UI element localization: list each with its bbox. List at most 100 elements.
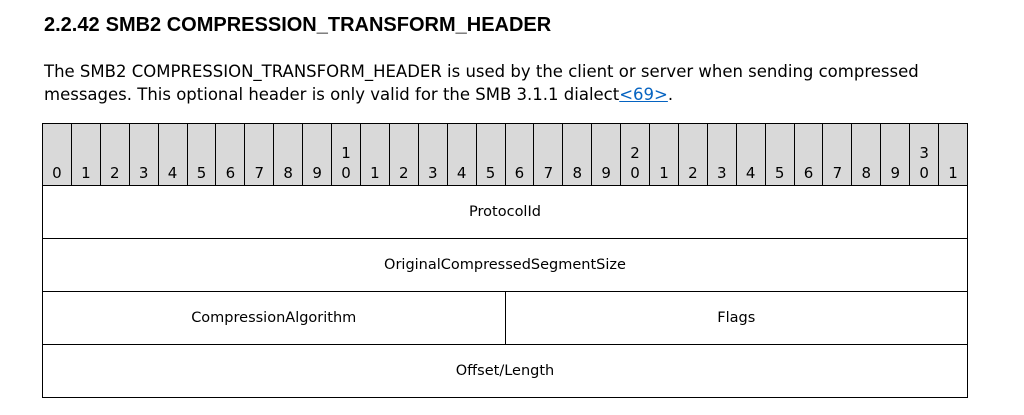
field-compression-algorithm: CompressionAlgorithm <box>42 291 506 345</box>
section-heading: 2.2.42 SMB2 COMPRESSION_TRANSFORM_HEADER <box>44 14 551 37</box>
bit-label: 1 <box>359 123 390 186</box>
bit-label: 1 <box>70 123 101 186</box>
bit-label-tens <box>823 143 851 163</box>
bit-label: 6 <box>793 123 824 186</box>
bit-label-tens <box>506 143 534 163</box>
bit-label-tens <box>881 143 909 163</box>
field-offset-length: Offset/Length <box>42 344 968 398</box>
bit-label-tens: 2 <box>630 144 640 162</box>
bit-label-tens <box>216 143 244 163</box>
bit-label-ones: 2 <box>109 164 120 182</box>
bit-label-tens <box>245 143 273 163</box>
bit-label-ones: 7 <box>832 164 843 182</box>
bit-label: 8 <box>562 123 593 186</box>
bit-label-ones: 1 <box>370 164 380 182</box>
footnote-link[interactable]: <69> <box>619 85 668 104</box>
intro-suffix: . <box>667 85 674 104</box>
bit-label-ones: 8 <box>572 164 583 182</box>
bit-label-ones: 2 <box>688 164 698 182</box>
section-number: 2.2.42 <box>44 14 100 36</box>
bit-label-ones: 2 <box>399 164 409 182</box>
bit-label-tens <box>101 143 129 163</box>
intro-text: The SMB2 COMPRESSION_TRANSFORM_HEADER is… <box>44 62 919 104</box>
bit-label-ones: 1 <box>81 164 91 182</box>
bit-label-tens: 1 <box>341 144 351 162</box>
bit-label-ones: 3 <box>427 164 438 182</box>
field-row: CompressionAlgorithm Flags <box>42 291 968 345</box>
bit-label-tens <box>419 143 447 163</box>
bit-label: 7 <box>822 123 853 186</box>
bit-label-tens <box>766 143 794 163</box>
bit-label-ones: 5 <box>485 164 496 182</box>
bit-label: 2 <box>99 123 130 186</box>
bit-label-tens <box>795 143 823 163</box>
bit-label-ones: 0 <box>630 164 640 182</box>
bit-label: 3 <box>706 123 737 186</box>
bit-label-tens <box>852 143 880 163</box>
bit-label-ones: 1 <box>659 164 669 182</box>
bit-label: 0 <box>42 123 72 186</box>
bit-label-ones: 8 <box>283 164 293 182</box>
bit-label-ones: 0 <box>919 164 929 182</box>
bit-label-ones: 5 <box>774 164 785 182</box>
bit-label-tens <box>737 143 765 163</box>
bit-label: 8 <box>851 123 882 186</box>
bit-label: 3 <box>417 123 448 186</box>
bit-label: 4 <box>157 123 188 186</box>
section-title: SMB2 COMPRESSION_TRANSFORM_HEADER <box>105 14 552 36</box>
bit-label-ones: 3 <box>138 164 149 182</box>
bit-label-ones: 9 <box>312 164 322 182</box>
bit-label: 5 <box>186 123 217 186</box>
field-protocol-id: ProtocolId <box>42 185 968 239</box>
bit-label-tens <box>650 143 678 163</box>
bit-label-tens <box>534 143 562 163</box>
field-flags: Flags <box>504 291 968 345</box>
bit-label-tens <box>130 143 158 163</box>
bit-label: 9 <box>302 123 333 186</box>
bit-label-ones: 5 <box>196 164 207 182</box>
bit-label-ones: 7 <box>543 164 554 182</box>
bit-label: 7 <box>244 123 275 186</box>
bit-label-ones: 1 <box>948 164 958 182</box>
bit-label-tens <box>679 143 707 163</box>
bit-label: 8 <box>273 123 304 186</box>
bit-label-ones: 0 <box>341 164 351 182</box>
bit-label-tens <box>477 143 505 163</box>
bit-label-tens <box>448 143 476 163</box>
bit-label: 7 <box>533 123 564 186</box>
bit-label-ones: 0 <box>52 164 62 182</box>
bit-label-tens <box>708 143 736 163</box>
field-row: ProtocolId <box>42 185 968 239</box>
bit-label: 4 <box>446 123 477 186</box>
bit-label-tens <box>939 143 967 163</box>
bit-label: 2 <box>388 123 419 186</box>
field-original-compressed-segment-size: OriginalCompressedSegmentSize <box>42 238 968 292</box>
field-row: Offset/Length <box>42 344 968 398</box>
field-row: OriginalCompressedSegmentSize <box>42 238 968 292</box>
bit-label-tens <box>274 143 302 163</box>
bit-label-tens <box>390 143 418 163</box>
bit-label-ones: 4 <box>456 164 467 182</box>
bit-label-tens <box>43 143 71 163</box>
bit-label-ones: 3 <box>717 164 727 182</box>
bit-label-tens: 3 <box>919 144 929 162</box>
bit-label: 4 <box>735 123 766 186</box>
bit-label: 1 <box>649 123 679 186</box>
bit-label-tens <box>72 143 100 163</box>
bit-label-tens <box>303 143 331 163</box>
bit-label: 6 <box>504 123 535 186</box>
bit-label-ones: 8 <box>861 164 872 182</box>
bit-label: 9 <box>880 123 911 186</box>
bit-label-ones: 4 <box>745 164 756 182</box>
bit-label-ones: 7 <box>254 164 265 182</box>
bit-label: 1 <box>938 123 968 186</box>
bit-label-tens <box>188 143 216 163</box>
bit-label: 5 <box>475 123 506 186</box>
bit-label: 6 <box>215 123 246 186</box>
bit-label-ones: 9 <box>890 164 900 182</box>
